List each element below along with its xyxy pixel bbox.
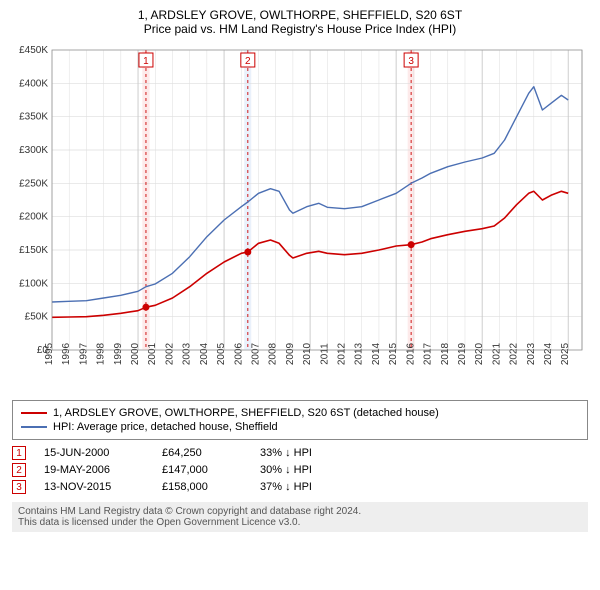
svg-text:£100K: £100K — [19, 278, 48, 289]
svg-text:2021: 2021 — [491, 342, 502, 365]
svg-text:2024: 2024 — [543, 342, 554, 365]
svg-text:2: 2 — [245, 56, 251, 67]
svg-text:1998: 1998 — [96, 342, 107, 365]
legend-swatch — [21, 412, 47, 414]
legend: 1, ARDSLEY GROVE, OWLTHORPE, SHEFFIELD, … — [12, 400, 588, 440]
attribution-footer: Contains HM Land Registry data © Crown c… — [12, 502, 588, 532]
svg-text:2018: 2018 — [440, 342, 451, 365]
svg-text:2025: 2025 — [560, 342, 571, 365]
svg-text:1997: 1997 — [78, 342, 89, 365]
svg-text:£450K: £450K — [19, 45, 48, 56]
tx-price: £64,250 — [162, 447, 242, 459]
svg-text:2023: 2023 — [526, 342, 537, 365]
svg-text:1996: 1996 — [61, 342, 72, 365]
svg-text:3: 3 — [408, 56, 414, 67]
svg-text:2010: 2010 — [302, 342, 313, 365]
tx-price: £158,000 — [162, 481, 242, 493]
tx-date: 19-MAY-2006 — [44, 464, 144, 476]
svg-text:2002: 2002 — [164, 342, 175, 365]
svg-text:£50K: £50K — [25, 312, 49, 323]
svg-text:£300K: £300K — [19, 145, 48, 156]
tx-delta: 37% ↓ HPI — [260, 481, 340, 493]
footer-line: Contains HM Land Registry data © Crown c… — [18, 506, 582, 517]
legend-label: 1, ARDSLEY GROVE, OWLTHORPE, SHEFFIELD, … — [53, 407, 439, 419]
svg-text:£250K: £250K — [19, 178, 48, 189]
svg-text:£150K: £150K — [19, 245, 48, 256]
table-row: 3 13-NOV-2015 £158,000 37% ↓ HPI — [12, 480, 588, 494]
svg-text:2004: 2004 — [199, 342, 210, 365]
svg-text:2008: 2008 — [268, 342, 279, 365]
tx-date: 15-JUN-2000 — [44, 447, 144, 459]
svg-text:2011: 2011 — [319, 343, 330, 365]
tx-delta: 33% ↓ HPI — [260, 447, 340, 459]
tx-delta: 30% ↓ HPI — [260, 464, 340, 476]
svg-text:1999: 1999 — [113, 342, 124, 365]
svg-text:£400K: £400K — [19, 78, 48, 89]
table-row: 1 15-JUN-2000 £64,250 33% ↓ HPI — [12, 446, 588, 460]
legend-item-hpi: HPI: Average price, detached house, Shef… — [21, 421, 579, 433]
svg-text:1995: 1995 — [44, 342, 55, 365]
svg-text:2012: 2012 — [337, 342, 348, 365]
legend-item-subject: 1, ARDSLEY GROVE, OWLTHORPE, SHEFFIELD, … — [21, 407, 579, 419]
svg-text:£200K: £200K — [19, 212, 48, 223]
title-address: 1, ARDSLEY GROVE, OWLTHORPE, SHEFFIELD, … — [8, 8, 592, 22]
chart-container: £0£50K£100K£150K£200K£250K£300K£350K£400… — [8, 42, 592, 392]
legend-swatch — [21, 426, 47, 428]
tx-marker-icon: 1 — [12, 446, 26, 460]
tx-price: £147,000 — [162, 464, 242, 476]
table-row: 2 19-MAY-2006 £147,000 30% ↓ HPI — [12, 463, 588, 477]
svg-text:2005: 2005 — [216, 342, 227, 365]
svg-text:2015: 2015 — [388, 342, 399, 365]
svg-text:2022: 2022 — [509, 342, 520, 365]
tx-date: 13-NOV-2015 — [44, 481, 144, 493]
svg-text:2014: 2014 — [371, 342, 382, 365]
svg-text:2019: 2019 — [457, 342, 468, 365]
svg-text:£350K: £350K — [19, 112, 48, 123]
title-subtitle: Price paid vs. HM Land Registry's House … — [8, 22, 592, 36]
svg-text:2000: 2000 — [130, 342, 141, 365]
svg-text:2020: 2020 — [474, 342, 485, 365]
svg-text:2003: 2003 — [182, 342, 193, 365]
svg-text:1: 1 — [143, 56, 149, 67]
svg-text:2009: 2009 — [285, 342, 296, 365]
svg-text:2013: 2013 — [354, 342, 365, 365]
footer-line: This data is licensed under the Open Gov… — [18, 517, 582, 528]
transactions-table: 1 15-JUN-2000 £64,250 33% ↓ HPI 2 19-MAY… — [12, 446, 588, 494]
svg-text:2001: 2001 — [147, 342, 158, 365]
svg-text:2017: 2017 — [423, 342, 434, 365]
chart-title: 1, ARDSLEY GROVE, OWLTHORPE, SHEFFIELD, … — [8, 8, 592, 36]
tx-marker-icon: 2 — [12, 463, 26, 477]
svg-text:2007: 2007 — [250, 342, 261, 365]
svg-text:2006: 2006 — [233, 342, 244, 365]
price-chart: £0£50K£100K£150K£200K£250K£300K£350K£400… — [8, 42, 592, 392]
tx-marker-icon: 3 — [12, 480, 26, 494]
legend-label: HPI: Average price, detached house, Shef… — [53, 421, 278, 433]
